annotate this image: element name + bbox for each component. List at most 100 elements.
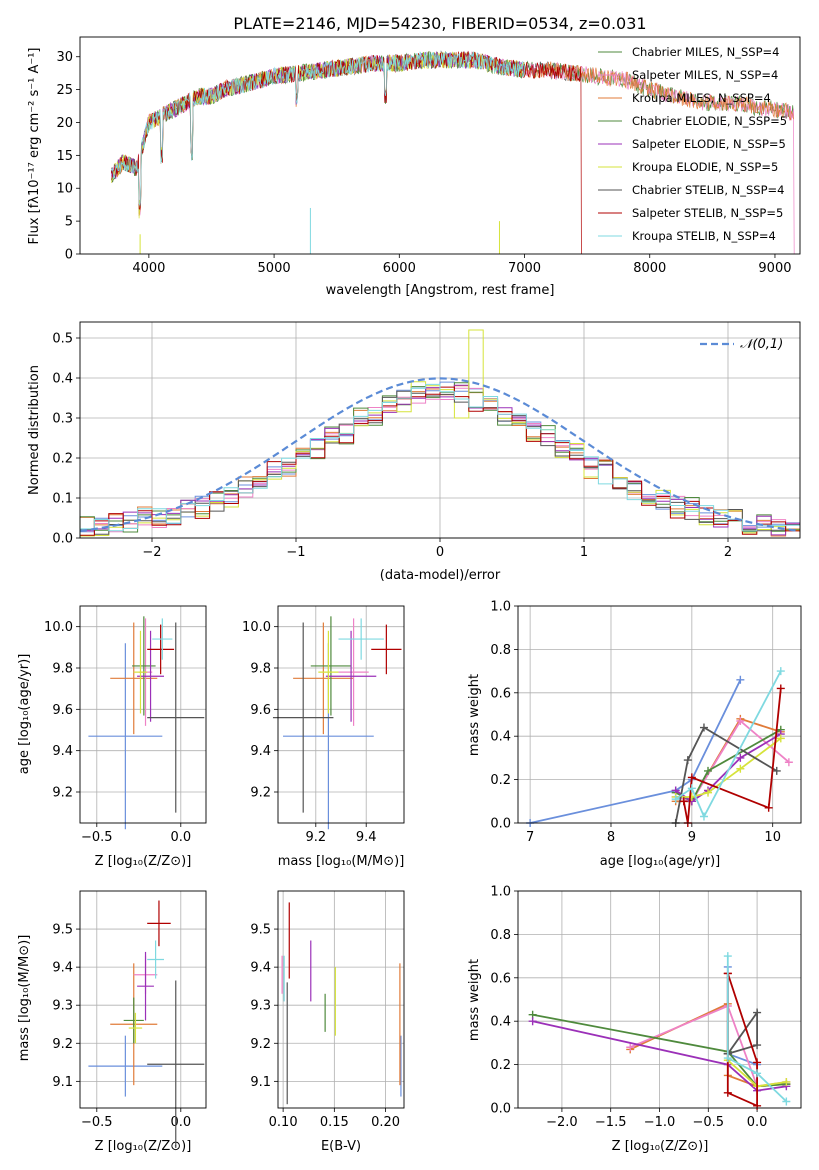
x-tick-label: 1	[580, 545, 588, 560]
age-vs-metallicity-panel: Z [log₁₀(Z/Z⊙)] age [log₁₀(age/yr)] −0.5…	[17, 605, 207, 869]
legend-entry: Salpeter MILES, N_SSP=4	[632, 68, 778, 82]
plus-marker	[671, 795, 680, 804]
spectrum-panel: PLATE=2146, MJD=54230, FIBERID=0534, z=0…	[27, 14, 801, 298]
plus-marker	[687, 784, 696, 793]
x-tick-label: 7000	[508, 261, 541, 276]
histogram-legend-label: 𝒩(0,1)	[740, 337, 783, 352]
y-tick-label: 10	[56, 182, 73, 197]
histogram-step	[79, 383, 800, 538]
axes-frame	[79, 36, 801, 255]
plus-marker	[626, 1043, 635, 1052]
y-tick-label: 0.6	[490, 971, 511, 986]
age-vs-mass-panel: mass [log₁₀(M/M⊙)] 9.2 9.4 9.2 9.4 9.6 9.8 10.…	[242, 605, 405, 869]
plus-marker	[776, 684, 785, 693]
y-tick-label: 15	[56, 149, 73, 164]
plus-marker	[679, 797, 688, 806]
spectrum-title: PLATE=2146, MJD=54230, FIBERID=0534, z=0…	[233, 14, 646, 33]
x-tick-label: −1	[286, 545, 305, 560]
y-tick-label: 10.0	[242, 620, 271, 635]
plus-marker	[753, 1058, 762, 1067]
age-z-x-axis-label: Z [log₁₀(Z/Z⊙)]	[95, 854, 192, 869]
plus-marker	[723, 952, 732, 961]
mw-age-y-axis-label: mass weight	[467, 674, 482, 756]
axes-frame	[277, 605, 405, 824]
y-tick-label: 9.4	[250, 961, 271, 976]
x-tick-label: 6000	[383, 261, 416, 276]
x-tick-label: 9000	[758, 261, 791, 276]
y-tick-label: 0.2	[490, 1058, 511, 1073]
axes-frame	[79, 605, 207, 824]
plus-marker	[699, 723, 708, 732]
x-tick-label: 0.0	[170, 830, 191, 845]
axes-frame	[517, 890, 802, 1109]
y-tick-label: 1.0	[490, 600, 511, 615]
legend-entry: Salpeter STELIB, N_SSP=5	[632, 206, 783, 220]
legend-entry: Kroupa ELODIE, N_SSP=5	[632, 160, 778, 174]
x-tick-label: −0.5	[81, 830, 113, 845]
plus-marker	[753, 1008, 762, 1017]
x-tick-label: −1.5	[595, 1115, 627, 1130]
histogram-step	[79, 386, 800, 538]
x-tick-label: 7	[526, 830, 534, 845]
plus-marker	[753, 1069, 762, 1078]
y-tick-label: 9.1	[250, 1075, 271, 1090]
y-tick-label: 20	[56, 116, 73, 131]
histogram-x-axis-label: (data-model)/error	[380, 568, 501, 583]
x-tick-label: −1.0	[644, 1115, 676, 1130]
y-tick-label: 9.3	[52, 999, 73, 1014]
y-tick-label: 9.4	[52, 961, 73, 976]
y-tick-label: 0	[65, 248, 73, 263]
y-tick-label: 0.2	[490, 773, 511, 788]
mass-ebv-x-axis-label: E(B-V)	[321, 1139, 361, 1154]
y-tick-label: 0.1	[52, 492, 73, 507]
y-tick-label: 9.5	[250, 923, 271, 938]
y-tick-label: 30	[56, 50, 73, 65]
y-tick-label: 0.2	[52, 452, 73, 467]
axes-frame	[517, 605, 802, 824]
plus-marker	[723, 1088, 732, 1097]
x-tick-label: 9	[688, 830, 696, 845]
plus-marker	[776, 734, 785, 743]
y-tick-label: 9.1	[52, 1075, 73, 1090]
spectrum-y-axis-label: Flux [fλ10⁻¹⁷ erg cm⁻² s⁻¹ A⁻¹]	[27, 48, 42, 245]
y-tick-label: 9.4	[52, 744, 73, 759]
x-tick-label: 8	[607, 830, 615, 845]
y-tick-label: 0.8	[490, 928, 511, 943]
y-tick-label: 0.0	[490, 1102, 511, 1117]
histogram-y-axis-label: Normed distribution	[27, 365, 42, 495]
legend-entry: Kroupa STELIB, N_SSP=4	[632, 229, 776, 243]
mass-vs-extinction-panel: E(B-V) 0.10 0.15 0.20 9.1 9.2 9.3 9.4 9.5	[250, 890, 405, 1154]
x-tick-label: −2	[142, 545, 161, 560]
plus-marker	[782, 1077, 791, 1086]
plus-marker	[784, 758, 793, 767]
plus-marker	[764, 803, 773, 812]
plus-marker	[776, 667, 785, 676]
y-tick-label: 9.3	[250, 999, 271, 1014]
plus-marker	[687, 773, 696, 782]
x-tick-label: 2	[724, 545, 732, 560]
mass-vs-metallicity-panel: Z [log₁₀(Z/Z⊙)] mass [log₁₀(M/M⊙)] −0.5 0…	[17, 890, 207, 1154]
plus-marker	[753, 1041, 762, 1050]
y-tick-label: 9.2	[250, 786, 271, 801]
axes-frame	[79, 321, 801, 539]
y-tick-label: 0.0	[52, 532, 73, 547]
plus-marker	[683, 756, 692, 765]
x-tick-label: 9.2	[305, 830, 326, 845]
y-tick-label: 9.2	[52, 1037, 73, 1052]
y-tick-label: 9.8	[250, 662, 271, 677]
x-tick-label: 0.0	[747, 1115, 768, 1130]
mass-weight-vs-age-panel: age [log₁₀(age/yr)] mass weight 7 8 9 10 0.0…	[467, 600, 802, 869]
y-tick-label: 0.3	[52, 412, 73, 427]
age-mass-x-axis-label: mass [log₁₀(M/M⊙)]	[278, 854, 405, 869]
plus-marker	[704, 788, 713, 797]
plus-marker	[782, 1097, 791, 1106]
plus-marker	[687, 792, 696, 801]
spectrum-x-axis-label: wavelength [Angstrom, rest frame]	[326, 283, 555, 298]
x-tick-label: 0.15	[320, 1115, 349, 1130]
y-tick-label: 5	[65, 215, 73, 230]
y-tick-label: 9.2	[52, 786, 73, 801]
spectrum-line	[110, 51, 525, 207]
legend-entry: Chabrier STELIB, N_SSP=4	[632, 183, 784, 197]
y-tick-label: 9.5	[52, 923, 73, 938]
